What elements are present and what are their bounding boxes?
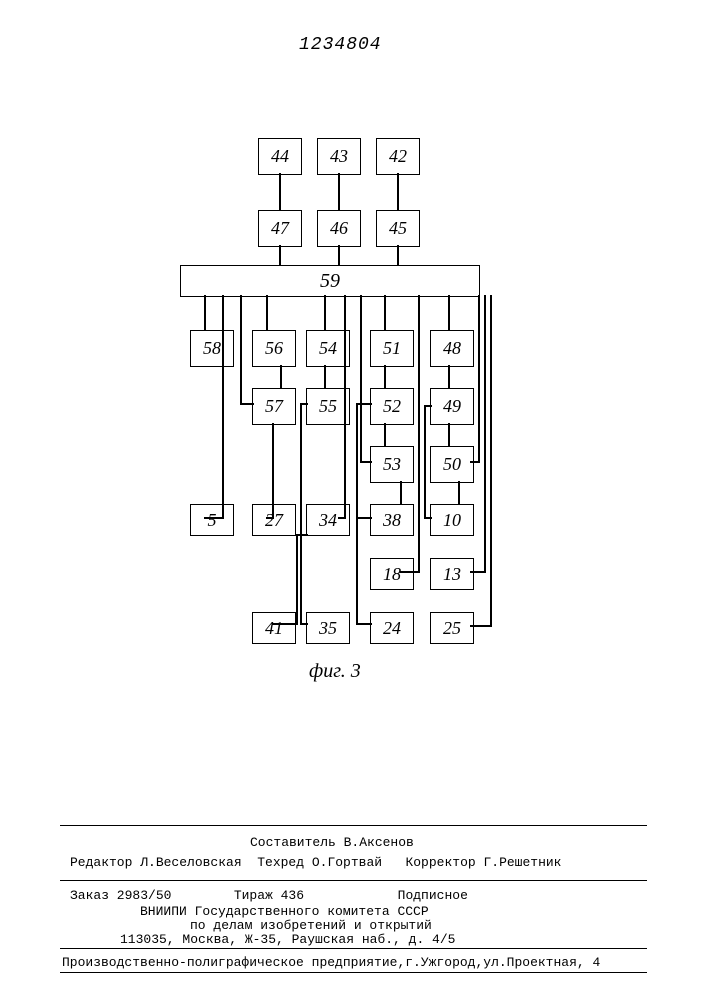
block-n47: 47 [258,210,302,247]
block-n10: 10 [430,504,474,536]
wire-42 [470,461,480,463]
block-n44: 44 [258,138,302,175]
wire-27 [384,365,386,388]
footer-addr: 113035, Москва, Ж-35, Раушская наб., д. … [120,932,455,947]
block-n52: 52 [370,388,414,425]
block-n18: 18 [370,558,414,590]
block-n41: 41 [252,612,296,644]
wire-31 [360,461,372,463]
wire-23 [300,623,308,625]
wire-22 [300,403,302,625]
block-n45: 45 [376,210,420,247]
footer-printer: Производственно-полиграфическое предприя… [62,955,600,970]
wire-46 [470,625,492,627]
wire-48 [424,405,426,519]
wire-15 [240,403,254,405]
block-n50: 50 [430,446,474,483]
block-n25: 25 [430,612,474,644]
wire-44 [470,571,486,573]
wire-18 [324,365,326,388]
block-n43: 43 [317,138,361,175]
block-n38: 38 [370,504,414,536]
block-n42: 42 [376,138,420,175]
block-n53: 53 [370,446,414,483]
wire-9 [384,295,386,330]
block-n49: 49 [430,388,474,425]
wire-0 [279,173,281,210]
block-n24: 24 [370,612,414,644]
wire-3 [279,245,281,265]
block-n35: 35 [306,612,350,644]
block-n56: 56 [252,330,296,367]
wire-5 [397,245,399,265]
wire-24 [272,623,296,625]
wire-16 [272,423,274,519]
footer-rule-3 [60,948,647,949]
footer-rule-1 [60,825,647,826]
footer-rule-2 [60,880,647,881]
footer-org1: ВНИИПИ Государственного комитета СССР [140,904,429,919]
wire-25 [296,534,298,625]
wire-30 [360,295,362,463]
wire-33 [400,571,420,573]
wire-26 [296,534,308,536]
footer-org2: по делам изобретений и открытий [190,918,432,933]
wire-32 [418,295,420,573]
figure-label: фиг. 3 [309,660,361,683]
wire-19 [344,295,346,519]
block-n46: 46 [317,210,361,247]
wire-17 [266,517,274,519]
wire-35 [356,403,372,405]
wire-38 [448,365,450,388]
block-n57: 57 [252,388,296,425]
block-n48: 48 [430,330,474,367]
wire-37 [356,623,372,625]
block-n13: 13 [430,558,474,590]
wire-4 [338,245,340,265]
wire-11 [222,295,224,519]
block-n59: 59 [180,265,480,297]
wire-34 [356,403,358,625]
wire-12 [204,517,224,519]
wire-41 [478,295,480,463]
footer-compiler: Составитель В.Аксенов [250,835,414,850]
wire-1 [338,173,340,210]
wire-43 [484,295,486,573]
block-n51: 51 [370,330,414,367]
wire-10 [448,295,450,330]
wire-39 [448,423,450,446]
wire-40 [458,481,460,504]
block-n5: 5 [190,504,234,536]
footer-rule-4 [60,972,647,973]
doc-number: 1234804 [299,35,382,55]
wire-29 [400,481,402,504]
wire-36 [356,517,372,519]
wire-7 [266,295,268,330]
wire-49 [424,517,432,519]
wire-14 [240,295,242,405]
block-n27: 27 [252,504,296,536]
footer-editor-line: Редактор Л.Веселовская Техред О.Гортвай … [70,855,561,870]
block-n58: 58 [190,330,234,367]
wire-6 [204,295,206,330]
wire-8 [324,295,326,330]
wire-28 [384,423,386,446]
footer-order-line: Заказ 2983/50 Тираж 436 Подписное [70,888,468,903]
wire-2 [397,173,399,210]
wire-13 [280,365,282,388]
wire-20 [338,517,346,519]
wire-45 [490,295,492,627]
